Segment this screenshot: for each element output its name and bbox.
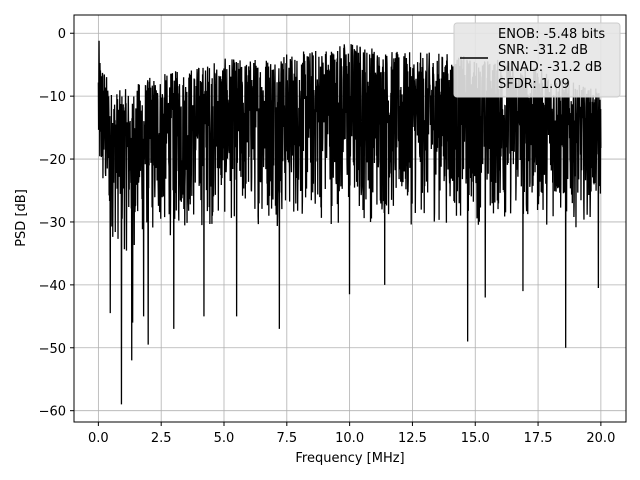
x-tick-label: 10.0 <box>335 431 364 446</box>
psd-line <box>97 40 602 405</box>
x-tick-label: 7.5 <box>276 431 297 446</box>
y-tick-label: −10 <box>39 90 66 105</box>
legend-entry-sinad: SINAD: -31.2 dB <box>498 60 602 75</box>
x-tick-label: 5.0 <box>214 431 235 446</box>
x-tick-label: 0.0 <box>88 431 109 446</box>
legend: ENOB: -5.48 bits SNR: -31.2 dB SINAD: -3… <box>453 22 621 98</box>
y-tick-label: −60 <box>39 405 66 420</box>
y-axis: 0 −10 −20 −30 −40 −50 −60 <box>39 27 74 420</box>
y-axis-label: PSD [dB] <box>14 189 29 247</box>
y-tick-label: 0 <box>58 27 66 42</box>
legend-entry-sfdr: SFDR: 1.09 <box>498 77 570 92</box>
x-axis: 0.0 2.5 5.0 7.5 10.0 12.5 15.0 17.5 20.0 <box>88 422 615 446</box>
x-tick-label: 2.5 <box>151 431 172 446</box>
legend-box <box>453 22 621 98</box>
plot-area <box>97 40 602 405</box>
x-axis-label: Frequency [MHz] <box>295 451 404 466</box>
y-tick-label: −40 <box>39 279 66 294</box>
x-tick-label: 20.0 <box>586 431 615 446</box>
legend-entry-enob: ENOB: -5.48 bits <box>498 27 605 42</box>
y-tick-label: −30 <box>39 216 66 231</box>
x-tick-label: 12.5 <box>398 431 427 446</box>
x-tick-label: 15.0 <box>461 431 490 446</box>
x-tick-label: 17.5 <box>524 431 553 446</box>
y-tick-label: −20 <box>39 153 66 168</box>
legend-entry-snr: SNR: -31.2 dB <box>498 43 588 58</box>
y-tick-label: −50 <box>39 342 66 357</box>
